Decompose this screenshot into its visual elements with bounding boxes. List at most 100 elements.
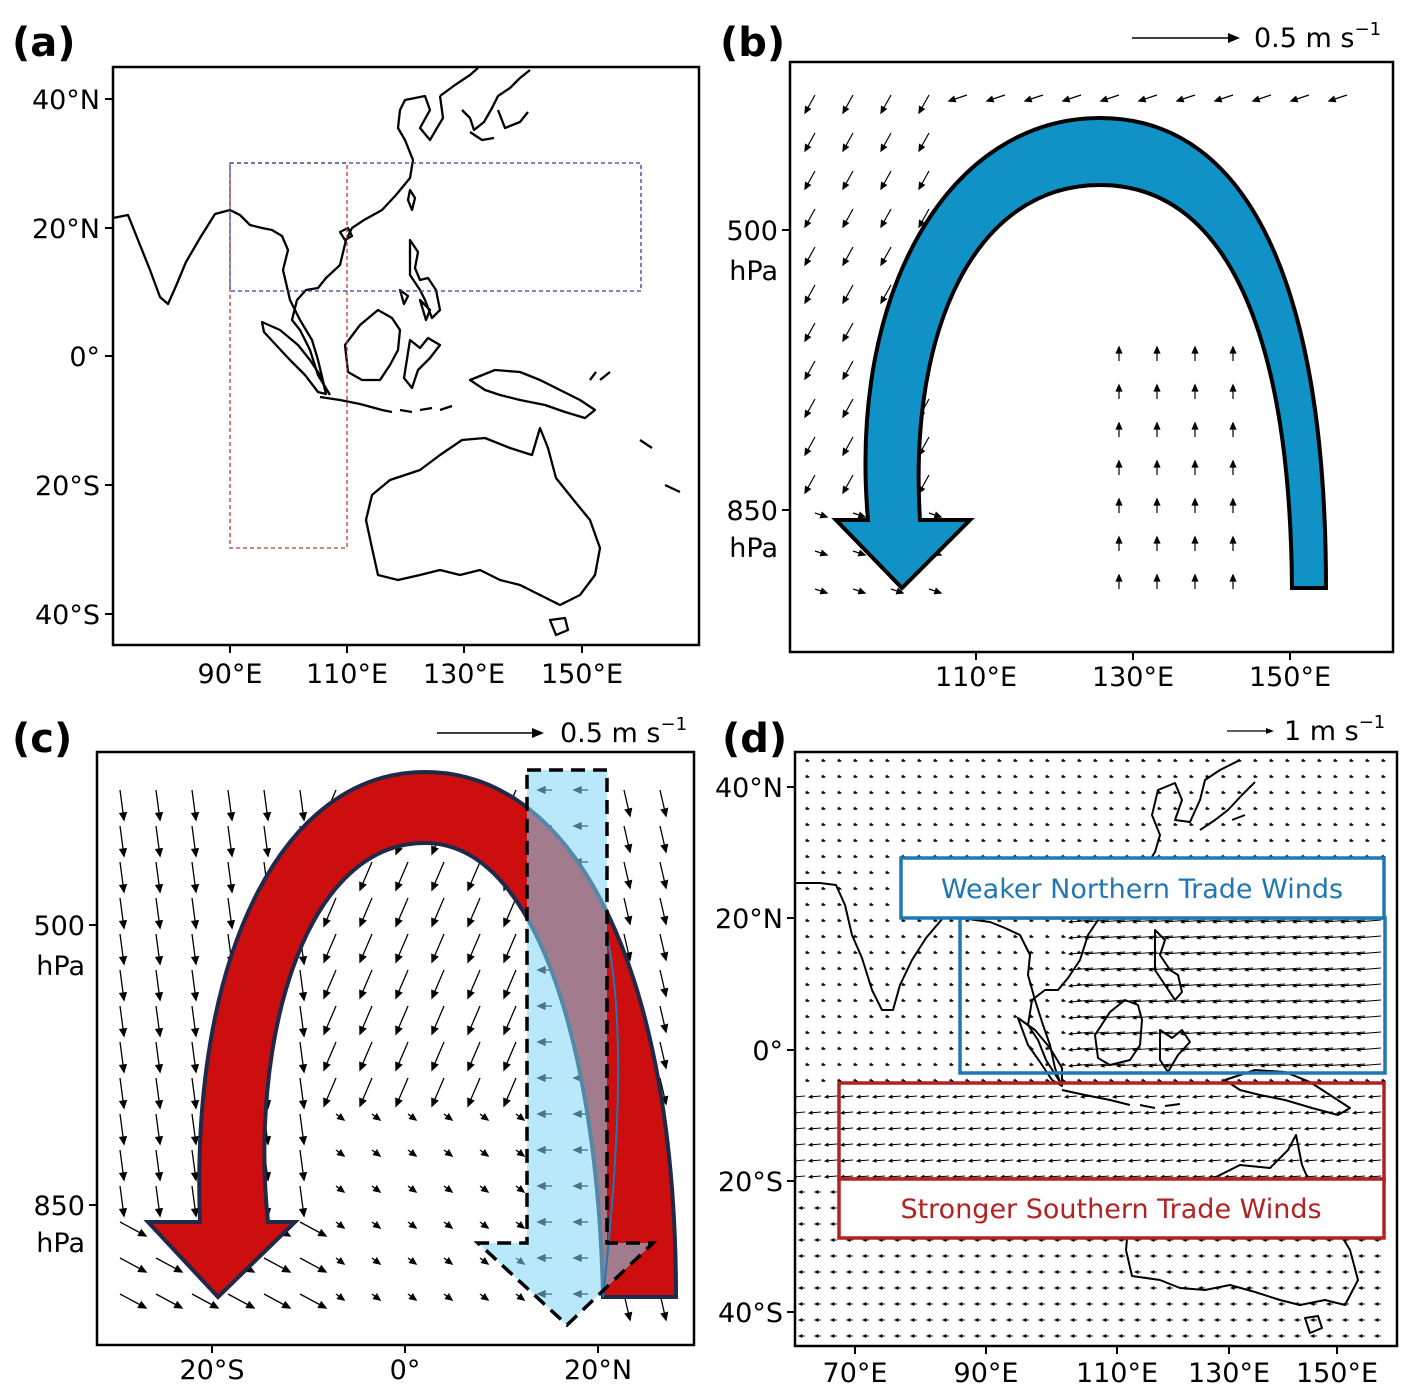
wind-vector-head xyxy=(804,485,812,495)
wind-vector-head xyxy=(1181,1301,1187,1307)
wind-vector xyxy=(1196,983,1222,987)
wind-vector-head xyxy=(431,845,439,856)
wind-vector-head xyxy=(1195,951,1201,956)
wind-vector-head xyxy=(1165,1269,1171,1275)
wind-vector xyxy=(1068,1031,1094,1035)
wind-vector xyxy=(1308,983,1334,987)
wind-vector-head xyxy=(1131,919,1137,924)
wind-vector-head xyxy=(1339,1063,1345,1068)
blue-region-box xyxy=(229,162,642,292)
wind-vector-head xyxy=(901,1078,907,1083)
wind-vector-head xyxy=(118,883,128,894)
wind-vector-head xyxy=(1127,1142,1133,1147)
panel-d: (d) 1 m s−1 Weaker Northe xyxy=(715,712,1399,1389)
wind-vector-head xyxy=(837,1014,843,1019)
wind-vector-head xyxy=(871,1158,877,1163)
wind-vector xyxy=(1228,967,1254,971)
wind-vector-head xyxy=(1061,95,1071,103)
wind-vector-head xyxy=(503,953,511,964)
wind-vector-head xyxy=(372,1149,382,1157)
wind-vector-head xyxy=(1237,838,1243,843)
wind-vector-head xyxy=(805,886,811,891)
wind-vector-head xyxy=(190,847,200,858)
wind-vector-head xyxy=(1067,983,1073,988)
wind-vector-head xyxy=(1029,966,1035,971)
wind-vector xyxy=(1324,935,1350,939)
wind-vector-head xyxy=(1309,1285,1315,1291)
wind-vector-head xyxy=(1069,1285,1075,1291)
wind-vector-head xyxy=(190,991,200,1002)
wind-vector xyxy=(1292,1031,1318,1035)
wind-vector xyxy=(1356,967,1382,971)
wind-vector-head xyxy=(1163,951,1169,956)
wind-vector xyxy=(1100,951,1126,955)
wind-vector-head xyxy=(1287,1126,1293,1131)
wind-vector-head xyxy=(1275,1063,1281,1068)
wind-vector-head xyxy=(1045,790,1051,795)
wind-vector-head xyxy=(190,1171,200,1182)
wind-vector-head xyxy=(1291,951,1297,956)
wind-vector-head xyxy=(1069,1269,1075,1275)
wind-vector-head xyxy=(1213,1317,1219,1323)
wind-vector-head xyxy=(933,511,943,519)
wind-vector-head xyxy=(903,1158,909,1163)
wind-vector-head xyxy=(951,1094,957,1099)
wind-vector-head xyxy=(821,918,827,923)
wind-vector-head xyxy=(1117,1301,1123,1307)
wind-vector-head xyxy=(797,1221,803,1227)
wind-vector-head xyxy=(845,1269,851,1275)
wind-vector-head xyxy=(154,955,164,966)
wind-vector xyxy=(1116,935,1142,939)
wind-vector-head xyxy=(903,1094,909,1099)
wind-vector-head xyxy=(1317,774,1323,779)
wind-vector-head xyxy=(805,870,811,875)
wind-vector xyxy=(1164,999,1190,1003)
wind-vector-head xyxy=(1163,919,1169,924)
wind-vector-head xyxy=(829,1301,835,1307)
wind-vector-head xyxy=(893,1317,899,1323)
wind-vector-head xyxy=(137,1228,148,1237)
wind-vector-head xyxy=(1367,1110,1373,1115)
wind-vector-head xyxy=(903,1126,909,1131)
wind-vector-head xyxy=(395,1025,403,1036)
wind-vector-head xyxy=(918,105,926,115)
wind-vector-head xyxy=(837,950,843,955)
wind-vector-head xyxy=(853,1014,859,1019)
wind-vector-head xyxy=(1115,1063,1121,1068)
wind-vector-head xyxy=(1047,1158,1053,1163)
wind-vector-head xyxy=(1287,1110,1293,1115)
wind-vector-head xyxy=(804,333,812,343)
wind-vector-head xyxy=(933,806,939,811)
wind-vector-head xyxy=(1005,1285,1011,1291)
wind-vector-head xyxy=(919,1126,925,1131)
wind-vector-head xyxy=(226,919,236,930)
wind-vector-head xyxy=(1259,983,1265,988)
wind-vector-head xyxy=(853,982,859,987)
wind-vector-head xyxy=(1147,1015,1153,1020)
wind-vector-head xyxy=(1143,1094,1149,1099)
wind-vector xyxy=(1196,967,1222,971)
wind-vector xyxy=(1292,919,1318,923)
wind-vector-head xyxy=(1165,1253,1171,1259)
wind-vector-head xyxy=(1013,806,1019,811)
wind-vector-head xyxy=(901,806,907,811)
wind-vector-head xyxy=(1029,822,1035,827)
wind-vector-head xyxy=(1085,1269,1091,1275)
wind-vector-head xyxy=(1069,1333,1075,1339)
wind-vector-head xyxy=(480,1293,490,1301)
wind-vector xyxy=(1100,999,1126,1003)
wind-vector-head xyxy=(1319,1094,1325,1099)
wind-vector-head xyxy=(1067,1015,1073,1020)
wind-vector-head xyxy=(1243,1063,1249,1068)
wind-vector-head xyxy=(1045,806,1051,811)
wind-vector-head xyxy=(1125,774,1131,779)
wind-vector-head xyxy=(1333,774,1339,779)
wind-vector-head xyxy=(885,838,891,843)
wind-vector-head xyxy=(957,1333,963,1339)
wind-vector-head xyxy=(917,1046,923,1051)
panel-b-reference-vector: 0.5 m s−1 xyxy=(1132,19,1381,54)
wind-vector-head xyxy=(901,950,907,955)
wind-vector-head xyxy=(807,1142,813,1147)
wind-vector-head xyxy=(1357,1317,1363,1323)
wind-vector-head xyxy=(1127,1158,1133,1163)
